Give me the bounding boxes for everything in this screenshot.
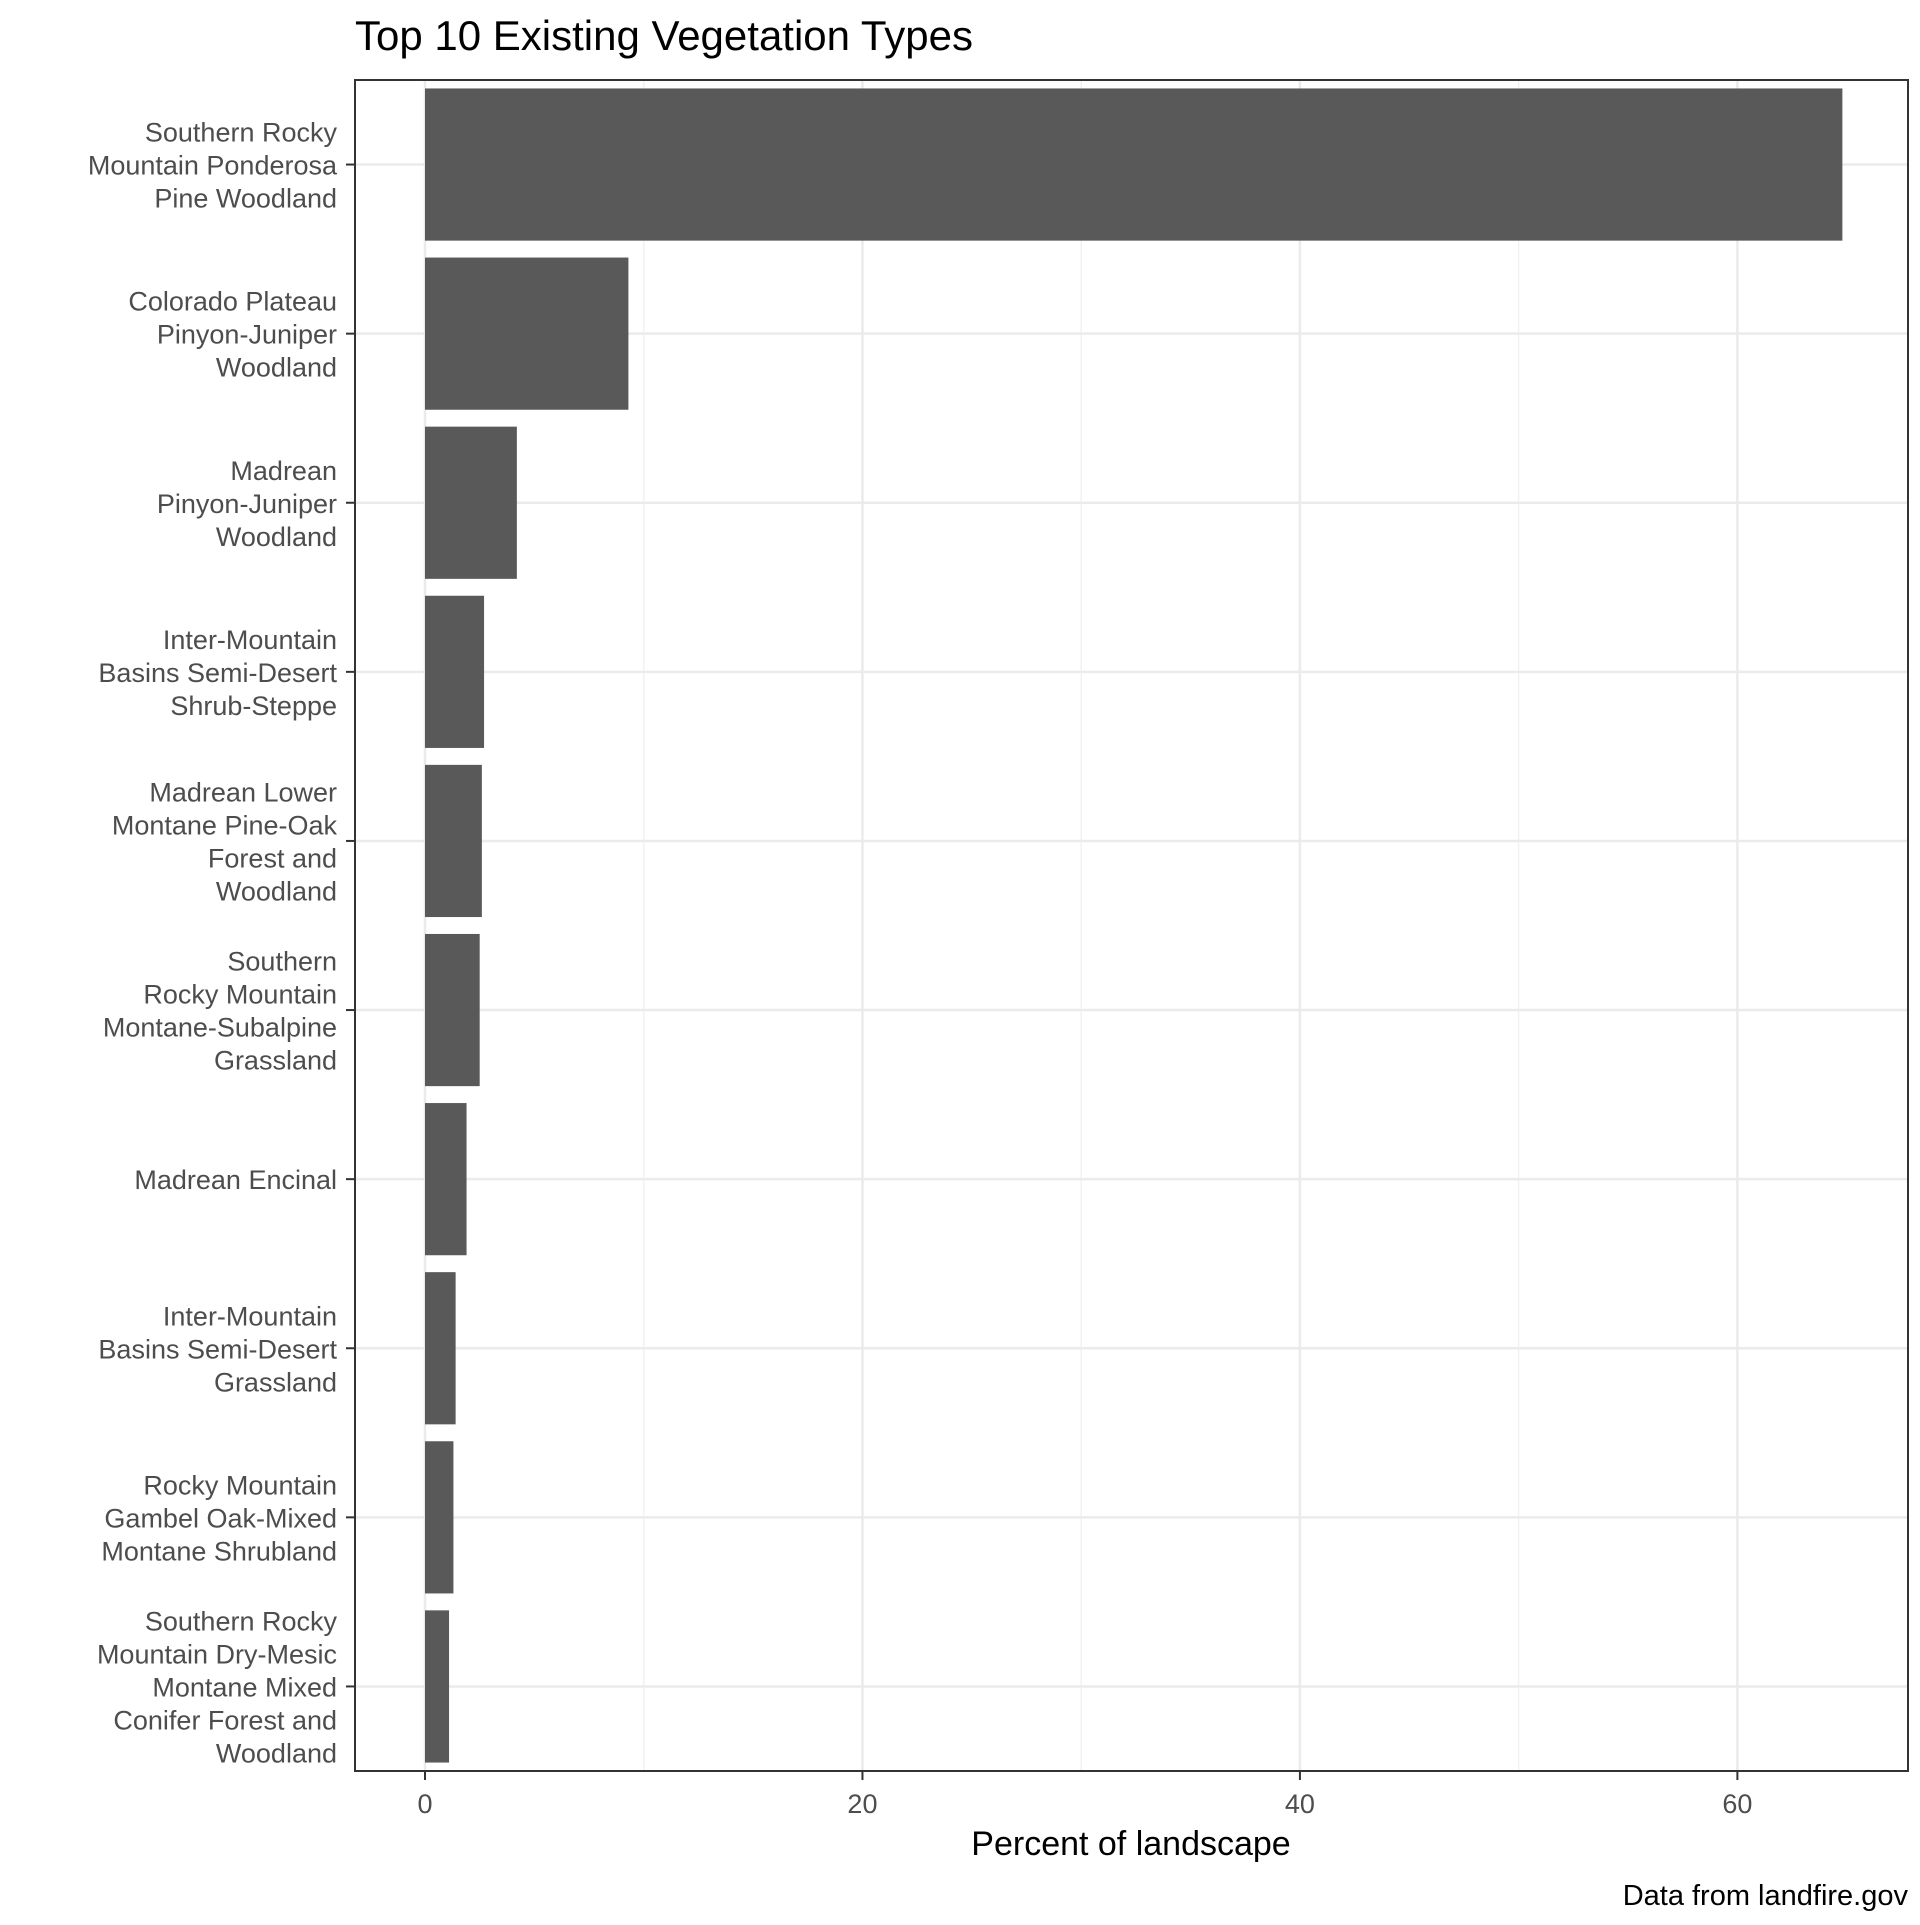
bar [424,1441,454,1594]
y-tick-label-line: Inter-Mountain [163,1301,337,1331]
y-tick-label-line: Shrub-Steppe [170,691,337,721]
y-tick-label: Madrean Encinal [134,1165,337,1195]
y-tick-label-line: Mountain Dry-Mesic [97,1639,337,1669]
y-tick-label: Madrean Lower Montane Pine-Oak Forest and W… [112,777,338,906]
y-tick-label-line: Woodland [216,353,337,383]
chart-title: Top 10 Existing Vegetation Types [355,12,973,59]
x-axis-title: Percent of landscape [971,1825,1290,1863]
y-tick-label-line: Pinyon-Juniper [157,489,337,519]
y-tick-label-line: Southern Rocky [145,118,338,148]
bar [424,764,482,918]
y-tick-label: Southern Rocky Mountain Dry-Mesic Montane … [97,1606,338,1768]
y-tick-label-line: Conifer Forest and [113,1705,337,1735]
bar [424,426,517,579]
y-tick-label: Southern Rocky Mountain Ponderosa Pine Woo… [88,118,338,214]
y-tick-label-line: Colorado Plateau [128,287,337,317]
y-tick-label: Colorado Plateau Pinyon-Juniper Woodland [128,287,337,383]
y-tick-label-line: Southern Rocky [145,1606,338,1636]
bar [424,88,1843,241]
y-tick-label: Rocky Mountain Gambel Oak-Mixed Montane Sh… [101,1470,337,1566]
y-tick-label-line: Grassland [214,1367,337,1397]
y-tick-label-line: Montane-Subalpine [103,1013,337,1043]
y-tick-label-line: Montane Mixed [152,1672,337,1702]
y-tick-label-line: Grassland [214,1046,337,1076]
y-tick-label-line: Madrean [230,456,337,486]
x-tick-label: 60 [1722,1789,1752,1819]
bar [424,595,485,748]
y-tick-label-line: Basins Semi-Desert [98,658,337,688]
bar [424,257,629,410]
panel-border [354,79,1909,1772]
y-tick-label-line: Gambel Oak-Mixed [104,1503,337,1533]
y-tick-label-line: Rocky Mountain [143,1470,337,1500]
y-tick-label-line: Madrean Encinal [134,1165,337,1195]
y-tick-label-line: Southern [227,947,337,977]
y-tick-label-line: Forest and [208,843,337,873]
y-tick-label-line: Woodland [216,1738,337,1768]
x-tick-label: 20 [847,1789,877,1819]
x-tick-label: 0 [417,1789,432,1819]
source-caption: Data from landfire.gov [1623,1880,1909,1912]
y-tick-label: Southern Rocky Mountain Montane-Subalpine G… [103,947,337,1076]
y-tick-label-line: Montane Pine-Oak [112,810,338,840]
y-tick-label-line: Inter-Mountain [163,625,337,655]
y-tick-label-line: Pinyon-Juniper [157,320,337,350]
bar [424,1103,467,1256]
x-tick-label: 40 [1285,1789,1315,1819]
y-tick-label-line: Pine Woodland [154,184,337,214]
y-tick-label: Madrean Pinyon-Juniper Woodland [157,456,337,552]
bar [424,933,480,1087]
y-tick-label: Inter-Mountain Basins Semi-Desert Shrub-St… [98,625,337,721]
y-tick-label-line: Basins Semi-Desert [98,1334,337,1364]
y-tick-label: Inter-Mountain Basins Semi-Desert Grasslan… [98,1301,337,1397]
y-tick-label-line: Rocky Mountain [143,980,337,1010]
y-tick-label-line: Mountain Ponderosa [88,151,338,181]
bar [424,1610,450,1763]
bar [424,1272,456,1425]
plot-panel: Southern Rocky Mountain Ponderosa Pine Woo… [88,79,1909,1819]
y-tick-label-line: Woodland [216,522,337,552]
y-tick-label-line: Madrean Lower [149,777,337,807]
y-tick-label-line: Montane Shrubland [101,1536,337,1566]
y-tick-label-line: Woodland [216,876,337,906]
